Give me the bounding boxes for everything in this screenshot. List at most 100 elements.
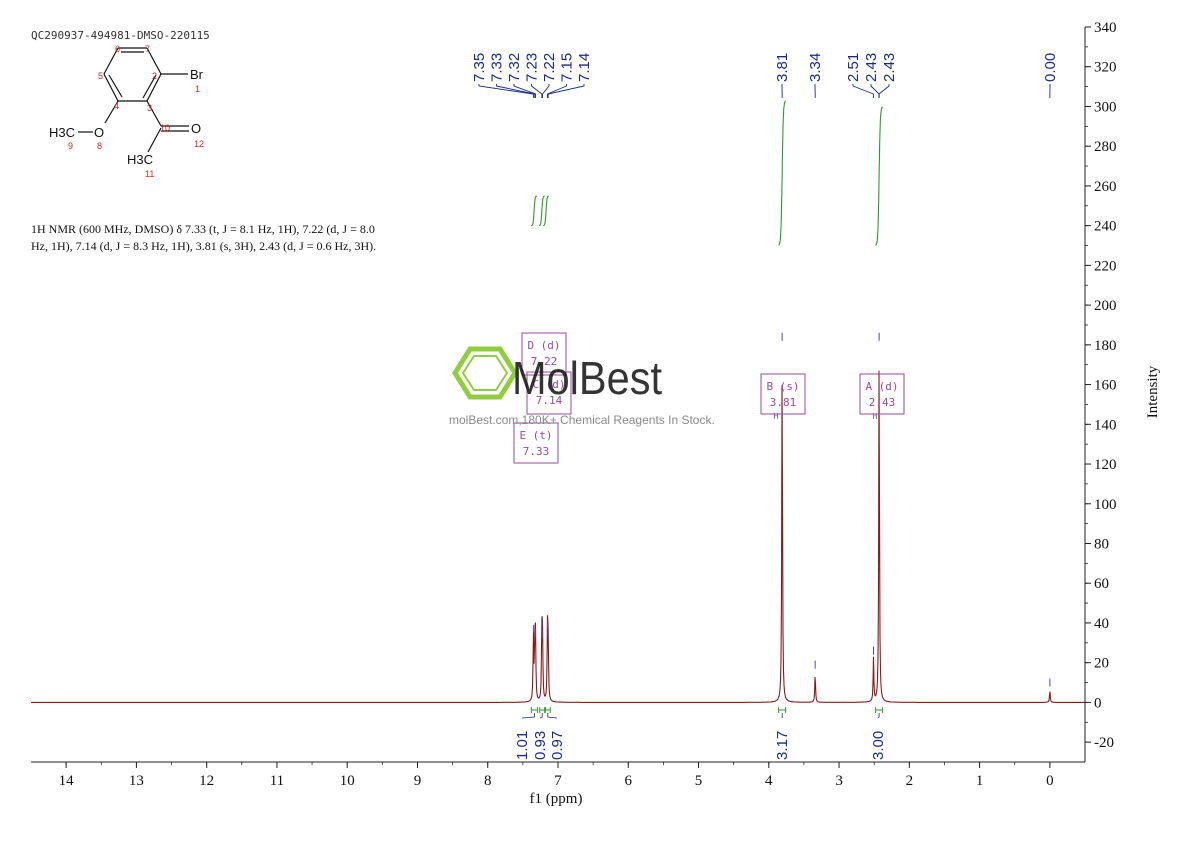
y-tick-label: 140 [1094, 417, 1117, 433]
y-tick-label: 280 [1094, 139, 1117, 155]
integral-value: 1.01 [514, 731, 531, 760]
y-tick-label: 60 [1094, 576, 1109, 592]
peak-label-leader [547, 84, 567, 98]
y-tick-label: 200 [1094, 298, 1117, 314]
multiplet-shift: 2.43 [869, 396, 896, 409]
sample-id: QC290937-494981-DMSO-220115 [31, 29, 210, 42]
atom-num-11: 11 [145, 169, 154, 179]
multiplet-box [859, 373, 905, 415]
y-tick-label: 260 [1094, 179, 1117, 195]
nmr-description: 1H NMR (600 MHz, DMSO) δ 7.33 (t, J = 8.… [31, 222, 377, 253]
y-tick-label: 160 [1094, 378, 1117, 394]
integral-value: 3.17 [774, 731, 791, 760]
peak-label: 3.34 [807, 53, 824, 82]
y-ticks: -20 0 20 40 60 80 100 120 140 160 180 200 220 240 260 2… [1085, 20, 1117, 751]
y-axis-label: Intensity [1145, 365, 1161, 418]
bond-2-3 [146, 73, 162, 102]
y-tick-label: 80 [1094, 536, 1109, 552]
bond-3-c10 [146, 100, 162, 127]
y-tick-label: 340 [1094, 20, 1117, 36]
bond-5-6 [103, 47, 119, 75]
watermark-tagline: molBest.com,180K+ Chemical Reagents In S… [449, 413, 715, 427]
integral-leader [547, 713, 558, 719]
x-tick-label: 11 [270, 773, 284, 789]
bond-c10-ch3 [147, 127, 162, 153]
peak-label: 2.51 [845, 53, 862, 82]
peak-label-leader [852, 84, 874, 98]
atom-o12: O [191, 121, 201, 136]
y-tick-label: 180 [1094, 338, 1117, 354]
multiplet-letter: D (d) [527, 339, 560, 352]
atom-num-4: 4 [114, 101, 119, 111]
logo-inner-hexagon-icon [461, 355, 509, 391]
bond-4-5 [103, 73, 119, 102]
x-tick-label: 2 [906, 773, 914, 789]
atom-num-2: 2 [152, 71, 157, 81]
peak-label: 3.81 [774, 53, 791, 82]
multiplet-box [513, 422, 559, 464]
x-tick-label: 8 [484, 773, 492, 789]
peak-label-leader [870, 84, 880, 98]
integral-leader [539, 713, 543, 719]
x-tick-label: 12 [199, 773, 214, 789]
x-tick-label: 7 [554, 773, 562, 789]
integral-curve [875, 106, 883, 246]
x-tick-label: 14 [59, 773, 75, 789]
multiplet-shift: 7.14 [536, 394, 563, 407]
bond-4-o [104, 100, 119, 124]
multiplet-shift: 7.33 [523, 445, 550, 458]
peak-label: 2.43 [863, 53, 880, 82]
atom-ch3-9: H3C [49, 125, 75, 140]
peak-label-leader [513, 84, 536, 98]
multiplet-shift: 7.22 [531, 355, 558, 368]
molecule-structure [78, 47, 189, 153]
logo-hexagon-icon [452, 346, 518, 400]
x-tick-label: 10 [340, 773, 355, 789]
multiplet-range-marker: H [774, 412, 779, 421]
integral-value: 0.93 [532, 731, 549, 760]
integral-curves [530, 100, 883, 246]
multiplet-letter: A (d) [865, 380, 898, 393]
integral-curve [778, 100, 786, 246]
multiplet-letter: B (s) [766, 380, 799, 393]
atom-num-8: 8 [97, 141, 102, 151]
y-tick-label: 120 [1094, 457, 1117, 473]
x-tick-label: 3 [835, 773, 843, 789]
atom-num-1: 1 [195, 84, 200, 94]
integral-value: 3.00 [870, 731, 887, 760]
y-tick-label: 220 [1094, 258, 1117, 274]
bond-4-5-double [108, 74, 123, 98]
multiplet-letter: C (d) [532, 378, 565, 391]
peak-label-leader [478, 84, 534, 98]
x-tick-label: 1 [976, 773, 984, 789]
peak-label-leader [531, 84, 543, 98]
multiplet-box [760, 373, 806, 415]
x-axis-label: f1 (ppm) [530, 791, 583, 807]
atom-num-5: 5 [98, 71, 103, 81]
integral-curve [530, 195, 538, 227]
atom-br: Br [190, 67, 204, 82]
y-tick-label: -20 [1094, 735, 1114, 751]
peak-label-leader [542, 84, 550, 98]
atom-o8: O [94, 125, 104, 140]
logo-wordmark: MolBest [512, 352, 662, 404]
molbest-logo: MolBest [452, 346, 662, 404]
bond-7-2 [146, 47, 162, 75]
integral-labels: 1.01 0.93 0.97 3.17 3.00 [514, 707, 887, 760]
x-tick-label: 0 [1046, 773, 1054, 789]
x-ticks: 14 13 12 11 10 9 8 7 6 5 4 3 2 1 0 [59, 762, 1054, 789]
y-tick-label: 300 [1094, 99, 1117, 115]
y-tick-label: 240 [1094, 219, 1117, 235]
integral-leader [521, 713, 535, 719]
y-tick-label: 320 [1094, 60, 1117, 76]
atom-ch3-11: H3C [127, 152, 153, 167]
y-tick-label: 20 [1094, 656, 1109, 672]
x-tick-label: 5 [695, 773, 703, 789]
x-tick-label: 6 [625, 773, 633, 789]
atom-num-7: 7 [145, 44, 150, 54]
integral-curve [538, 195, 545, 227]
peak-label: 2.43 [881, 53, 898, 82]
y-tick-label: 0 [1094, 695, 1102, 711]
peak-label: 7.23 [524, 53, 541, 82]
peak-labels: 7.35 7.33 7.32 7.23 7.22 7.15 7.14 3.81 3.34 2.51… [471, 53, 1059, 98]
